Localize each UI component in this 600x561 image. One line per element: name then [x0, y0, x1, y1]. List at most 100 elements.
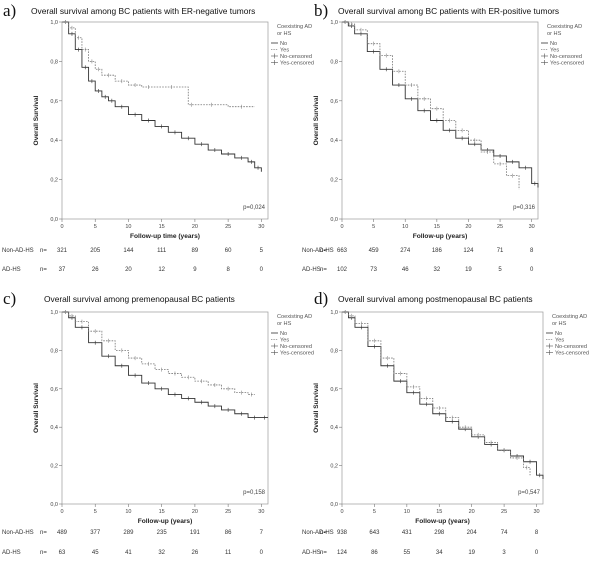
x-tick-label: 0 [60, 224, 63, 230]
series-yes-line [62, 311, 255, 395]
risk-cell: 32 [158, 550, 166, 556]
x-tick-label: 20 [192, 224, 198, 230]
x-axis-label: Follow-up (years) [415, 518, 470, 525]
x-axis-label: Follow-up (years) [413, 233, 468, 240]
legend-entry-no-censored: No-censored [280, 54, 312, 60]
legend-entry-no-censored: No-censored [550, 54, 582, 60]
risk-cell: 32 [433, 267, 441, 273]
risk-cell: 186 [431, 248, 442, 254]
risk-row-label: AD-HS [2, 267, 21, 273]
x-axis-label: Follow-up (years) [138, 518, 193, 525]
risk-row-label: AD-HS [302, 267, 321, 273]
risk-cell: 298 [434, 530, 445, 536]
legend-entry-no: No [280, 41, 287, 47]
risk-cell: 0 [534, 550, 539, 556]
risk-cell: 9 [193, 267, 197, 273]
plot-frame [341, 21, 539, 220]
km-chart-c: 0,0 0,2 0,4 0,6 0,8 1,0 0 5 10 15 20 25 30 Follow-up … [33, 310, 314, 525]
y-tick-label: 1,0 [50, 20, 58, 26]
risk-row-n: n= [40, 267, 47, 273]
y-axis-label: Overall Survival [33, 95, 40, 145]
risk-cell: 26 [91, 267, 99, 273]
risk-cell: 20 [125, 267, 132, 273]
legend-entry-yes: Yes [280, 338, 289, 344]
y-tick-label: 0,6 [330, 387, 338, 393]
risk-cell: 205 [90, 248, 101, 254]
y-tick-label: 0,8 [330, 348, 338, 354]
y-tick-label: 0,6 [50, 99, 58, 105]
legend-entry-yes-censored: Yes-censored [280, 61, 314, 67]
y-tick-label: 0,2 [330, 178, 338, 184]
risk-cell: 102 [336, 267, 347, 273]
risk-cell: 19 [468, 550, 476, 556]
legend-title: Coexisting AD [547, 24, 582, 30]
risk-cell: 71 [496, 248, 504, 254]
legend-entry-yes: Yes [555, 338, 564, 344]
risk-row-n: n= [40, 530, 47, 536]
risk-row-n: n= [320, 530, 327, 536]
series-no-line [342, 311, 544, 480]
y-tick-label: 0,0 [50, 217, 58, 223]
x-tick-label: 30 [533, 509, 539, 515]
y-tick-label: 1,0 [50, 310, 58, 316]
risk-cell: 5 [498, 267, 502, 273]
x-tick-label: 10 [125, 224, 131, 230]
risk-cell: 73 [370, 267, 377, 273]
risk-cell: 41 [125, 550, 132, 556]
y-tick-label: 0,0 [330, 502, 338, 508]
risk-cell: 643 [369, 530, 380, 536]
risk-row-label: AD-HS [302, 550, 321, 556]
series-no-line [342, 21, 539, 188]
panel-b: b) Overall survival among BC patients wi… [300, 0, 600, 280]
risk-cell: 34 [435, 550, 443, 556]
risk-cell: 289 [123, 530, 134, 536]
risk-cell: 489 [56, 530, 67, 536]
risk-cell: 12 [158, 267, 166, 273]
x-tick-label: 25 [225, 224, 231, 230]
x-tick-label: 20 [469, 509, 475, 515]
legend-title: Coexisting AD [552, 314, 587, 320]
risk-cell: 89 [191, 248, 199, 254]
legend-entry-yes-censored: Yes-censored [550, 61, 584, 67]
y-tick-label: 0,0 [330, 217, 338, 223]
risk-cell: 55 [403, 550, 411, 556]
risk-cell: 235 [156, 530, 167, 536]
risk-cell: 459 [368, 248, 379, 254]
risk-cell: 204 [466, 530, 477, 536]
risk-cell: 74 [500, 530, 508, 536]
x-tick-label: 25 [501, 509, 507, 515]
x-tick-label: 5 [94, 509, 97, 515]
y-tick-label: 0,6 [50, 387, 58, 393]
chart-title: Overall survival among BC patients with … [31, 6, 256, 16]
series-yes-line [342, 311, 531, 476]
legend-entry-yes: Yes [280, 48, 289, 54]
km-chart-d: 0,0 0,2 0,4 0,6 0,8 1,0 0 5 10 15 20 25 30 Follow-up … [313, 310, 589, 525]
risk-row-n: n= [40, 550, 47, 556]
risk-cell: 19 [465, 267, 472, 273]
x-axis-label: Follow-up time (years) [130, 233, 200, 240]
legend-entry-no-censored: No-censored [555, 344, 587, 350]
y-tick-label: 0,2 [50, 178, 58, 184]
x-tick-label: 15 [159, 224, 165, 230]
legend-title: or HS [277, 31, 292, 37]
x-tick-label: 30 [258, 509, 264, 515]
risk-cell: 26 [191, 550, 199, 556]
risk-cell: 3 [502, 550, 506, 556]
risk-row-n: n= [320, 550, 327, 556]
legend-entry-yes-censored: Yes-censored [555, 351, 589, 357]
risk-cell: 45 [91, 550, 99, 556]
km-chart-a: 0,0 0,2 0,4 0,6 0,8 1,0 0 5 10 15 20 25 30 Follow-up … [33, 20, 314, 240]
x-tick-label: 5 [373, 509, 376, 515]
y-tick-label: 0,8 [50, 348, 58, 354]
risk-cell: 191 [189, 530, 200, 536]
x-tick-label: 30 [529, 224, 535, 230]
legend-title: Coexisting AD [277, 24, 312, 30]
p-value: p=0,158 [243, 490, 266, 496]
risk-cell: 111 [157, 248, 167, 254]
x-tick-label: 10 [402, 224, 408, 230]
risk-cell: 60 [224, 248, 232, 254]
risk-cell: 37 [58, 267, 66, 273]
risk-cell: 46 [401, 267, 409, 273]
panel-c: c) Overall survival among premenopausal … [0, 280, 314, 560]
legend-entry-no: No [555, 331, 562, 337]
